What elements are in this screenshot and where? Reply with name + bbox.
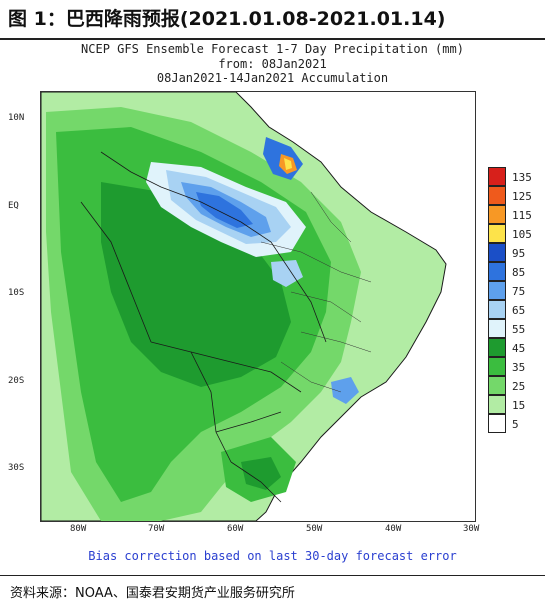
- legend-label: 95: [512, 247, 526, 260]
- map-canvas: [41, 92, 447, 521]
- lon-label-70w: 70W: [148, 524, 165, 534]
- legend-label: 135: [512, 171, 532, 184]
- lat-label-10s: 10S: [8, 288, 25, 298]
- rain-central-blue: [271, 260, 303, 287]
- figure-title: 图 1：巴西降雨预报(2021.01.08-2021.01.14): [8, 8, 446, 30]
- legend-label: 35: [512, 361, 526, 374]
- map-title-line2: from: 08Jan2021: [218, 57, 327, 71]
- lat-label-20s: 20S: [8, 376, 25, 386]
- legend-label: 25: [512, 380, 526, 393]
- legend-swatch: [488, 224, 506, 243]
- legend-label: 45: [512, 342, 526, 355]
- legend-swatch: [488, 414, 506, 433]
- lon-label-50w: 50W: [306, 524, 323, 534]
- lat-label-10n: 10N: [8, 113, 25, 123]
- rain-85-core: [196, 192, 253, 228]
- lat-label-eq: EQ: [8, 201, 19, 211]
- source-rule: [0, 575, 545, 576]
- legend-swatch: [488, 281, 506, 300]
- lat-label-30s: 30S: [8, 463, 25, 473]
- map-title-line1: NCEP GFS Ensemble Forecast 1-7 Day Preci…: [81, 42, 464, 56]
- legend-swatch: [488, 186, 506, 205]
- legend-swatch: [488, 167, 506, 186]
- legend-swatch: [488, 262, 506, 281]
- lon-label-60w: 60W: [227, 524, 244, 534]
- lon-label-30w: 30W: [463, 524, 480, 534]
- legend-label: 55: [512, 323, 526, 336]
- map-title-line3: 08Jan2021-14Jan2021 Accumulation: [156, 71, 389, 85]
- source-note: 资料来源：NOAA、国泰君安期货产业服务研究所: [10, 586, 295, 601]
- legend-swatch: [488, 395, 506, 414]
- precipitation-map: [40, 91, 476, 522]
- state-borders: [260, 191, 372, 393]
- legend-swatch: [488, 300, 506, 319]
- legend-swatch: [488, 338, 506, 357]
- legend-label: 5: [512, 418, 519, 431]
- legend-label: 125: [512, 190, 532, 203]
- legend-swatch: [488, 319, 506, 338]
- legend-label: 85: [512, 266, 526, 279]
- rain-southeast-blue: [331, 377, 359, 404]
- legend-label: 115: [512, 209, 532, 222]
- lon-label-40w: 40W: [385, 524, 402, 534]
- rain-45-south: [241, 457, 281, 490]
- bias-correction-note: Bias correction based on last 30-day for…: [88, 549, 457, 563]
- lon-label-80w: 80W: [70, 524, 87, 534]
- rain-northeast-yellow: [284, 158, 292, 170]
- legend-swatch: [488, 357, 506, 376]
- legend-swatch: [488, 205, 506, 224]
- legend-label: 15: [512, 399, 526, 412]
- title-rule: [0, 38, 545, 40]
- legend-label: 65: [512, 304, 526, 317]
- legend-label: 75: [512, 285, 526, 298]
- legend-swatch: [488, 376, 506, 395]
- legend-label: 105: [512, 228, 532, 241]
- legend-swatch: [488, 243, 506, 262]
- country-borders: [80, 151, 327, 503]
